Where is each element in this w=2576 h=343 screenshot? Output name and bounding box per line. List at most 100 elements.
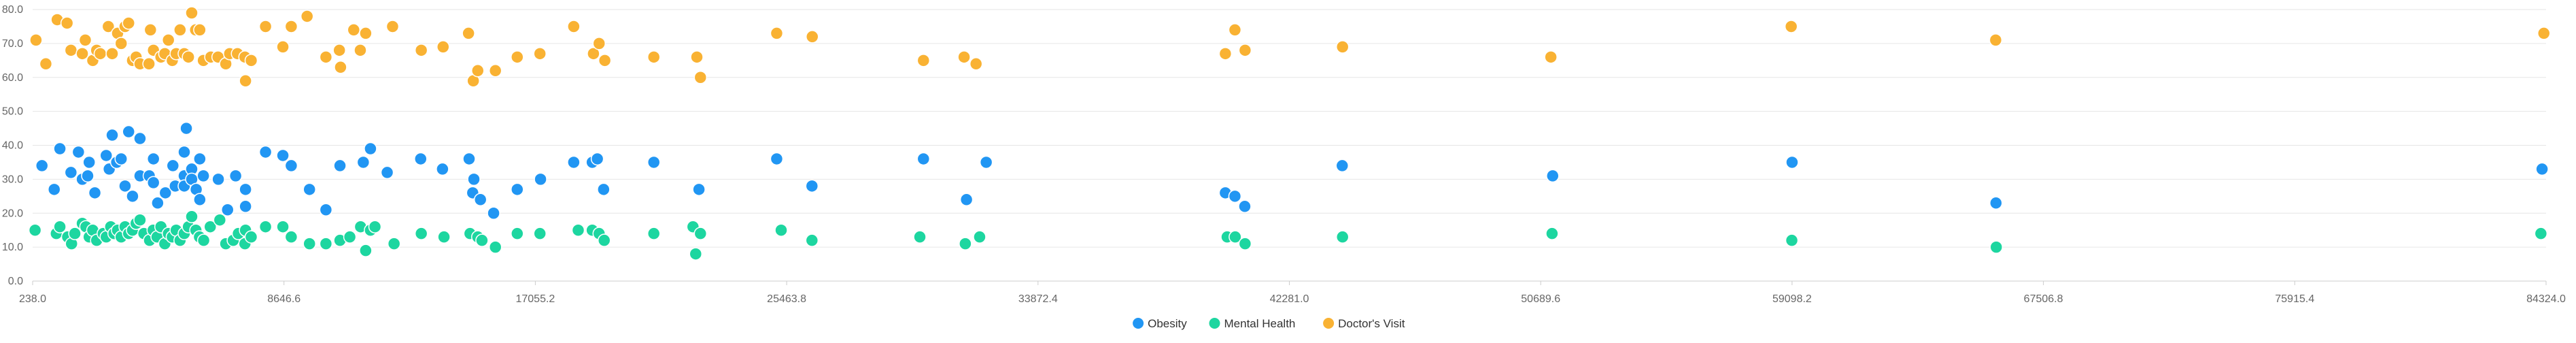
- scatter-point[interactable]: [39, 57, 53, 71]
- scatter-point[interactable]: [173, 23, 187, 37]
- scatter-point[interactable]: [488, 240, 502, 254]
- scatter-point[interactable]: [1335, 230, 1350, 244]
- scatter-point[interactable]: [969, 57, 983, 71]
- scatter-point[interactable]: [126, 189, 139, 203]
- scatter-point[interactable]: [332, 44, 346, 57]
- scatter-point[interactable]: [2535, 162, 2549, 176]
- scatter-point[interactable]: [1989, 33, 2003, 47]
- scatter-point[interactable]: [590, 152, 604, 166]
- scatter-point[interactable]: [959, 237, 972, 250]
- scatter-point[interactable]: [534, 172, 547, 186]
- scatter-point[interactable]: [213, 213, 227, 227]
- scatter-point[interactable]: [1228, 189, 1242, 203]
- scatter-point[interactable]: [99, 148, 113, 163]
- scatter-point[interactable]: [957, 50, 971, 64]
- scatter-point[interactable]: [146, 176, 160, 190]
- scatter-point[interactable]: [475, 233, 489, 247]
- scatter-point[interactable]: [105, 128, 119, 142]
- scatter-point[interactable]: [221, 203, 235, 217]
- scatter-point[interactable]: [276, 220, 290, 233]
- scatter-point[interactable]: [467, 172, 481, 186]
- scatter-point[interactable]: [71, 145, 86, 159]
- scatter-point[interactable]: [979, 155, 993, 169]
- scatter-point[interactable]: [347, 23, 361, 37]
- scatter-point[interactable]: [693, 227, 708, 240]
- scatter-point[interactable]: [244, 54, 258, 67]
- scatter-point[interactable]: [68, 227, 82, 240]
- scatter-point[interactable]: [437, 230, 451, 244]
- scatter-point[interactable]: [354, 44, 367, 57]
- scatter-point[interactable]: [158, 186, 173, 200]
- scatter-point[interactable]: [118, 179, 132, 193]
- scatter-point[interactable]: [511, 182, 524, 197]
- scatter-point[interactable]: [185, 6, 199, 20]
- scatter-point[interactable]: [1785, 233, 1799, 247]
- scatter-point[interactable]: [387, 237, 401, 250]
- scatter-point[interactable]: [385, 20, 400, 33]
- scatter-point[interactable]: [770, 27, 784, 40]
- scatter-point[interactable]: [93, 47, 107, 61]
- scatter-point[interactable]: [487, 206, 500, 220]
- scatter-point[interactable]: [239, 199, 252, 214]
- scatter-point[interactable]: [122, 125, 135, 139]
- scatter-point[interactable]: [319, 203, 333, 217]
- scatter-point[interactable]: [774, 223, 788, 237]
- scatter-point[interactable]: [364, 142, 377, 156]
- scatter-point[interactable]: [177, 145, 191, 159]
- legend[interactable]: Obesity Mental Health Doctor's Visit: [1133, 317, 1405, 330]
- scatter-point[interactable]: [1545, 227, 1559, 240]
- scatter-point[interactable]: [334, 61, 347, 74]
- scatter-point[interactable]: [380, 165, 394, 180]
- scatter-point[interactable]: [488, 64, 502, 78]
- scatter-point[interactable]: [28, 223, 42, 237]
- scatter-point[interactable]: [597, 233, 611, 247]
- scatter-point[interactable]: [35, 159, 49, 173]
- scatter-point[interactable]: [414, 227, 428, 240]
- scatter-point[interactable]: [81, 169, 95, 183]
- series-doctor-s-visit[interactable]: [29, 6, 2551, 88]
- scatter-point[interactable]: [78, 33, 92, 47]
- scatter-point[interactable]: [258, 145, 273, 159]
- scatter-point[interactable]: [179, 121, 193, 135]
- scatter-point[interactable]: [473, 193, 487, 207]
- scatter-point[interactable]: [64, 44, 78, 57]
- scatter-point[interactable]: [228, 169, 243, 183]
- scatter-point[interactable]: [143, 23, 158, 37]
- scatter-point[interactable]: [193, 23, 207, 37]
- scatter-point[interactable]: [114, 152, 128, 166]
- scatter-point[interactable]: [211, 172, 225, 186]
- scatter-point[interactable]: [319, 237, 333, 250]
- scatter-point[interactable]: [182, 50, 195, 64]
- scatter-point[interactable]: [436, 40, 450, 54]
- scatter-point[interactable]: [805, 233, 819, 247]
- scatter-point[interactable]: [959, 193, 974, 207]
- scatter-point[interactable]: [1238, 44, 1252, 57]
- scatter-point[interactable]: [151, 196, 165, 210]
- scatter-point[interactable]: [368, 220, 382, 233]
- scatter-point[interactable]: [1784, 20, 1798, 33]
- scatter-point[interactable]: [303, 237, 316, 250]
- scatter-point[interactable]: [592, 37, 606, 50]
- scatter-point[interactable]: [258, 220, 273, 233]
- scatter-point[interactable]: [1544, 50, 1558, 64]
- scatter-point[interactable]: [276, 148, 290, 163]
- scatter-point[interactable]: [533, 47, 547, 61]
- scatter-point[interactable]: [196, 233, 211, 247]
- scatter-point[interactable]: [53, 142, 67, 156]
- scatter-point[interactable]: [1785, 155, 1799, 169]
- scatter-point[interactable]: [567, 20, 581, 33]
- scatter-point[interactable]: [284, 230, 298, 244]
- series-mental-health[interactable]: [28, 210, 2548, 261]
- legend-item-mental-health[interactable]: Mental Health: [1209, 317, 1296, 330]
- scatter-point[interactable]: [203, 220, 218, 233]
- scatter-point[interactable]: [436, 162, 449, 176]
- scatter-point[interactable]: [166, 159, 180, 173]
- scatter-point[interactable]: [2534, 227, 2548, 240]
- scatter-point[interactable]: [973, 230, 986, 244]
- scatter-point[interactable]: [101, 20, 116, 33]
- scatter-point[interactable]: [88, 186, 102, 200]
- scatter-point[interactable]: [1228, 23, 1242, 37]
- scatter-point[interactable]: [587, 47, 600, 61]
- scatter-point[interactable]: [571, 223, 585, 237]
- scatter-point[interactable]: [122, 16, 135, 30]
